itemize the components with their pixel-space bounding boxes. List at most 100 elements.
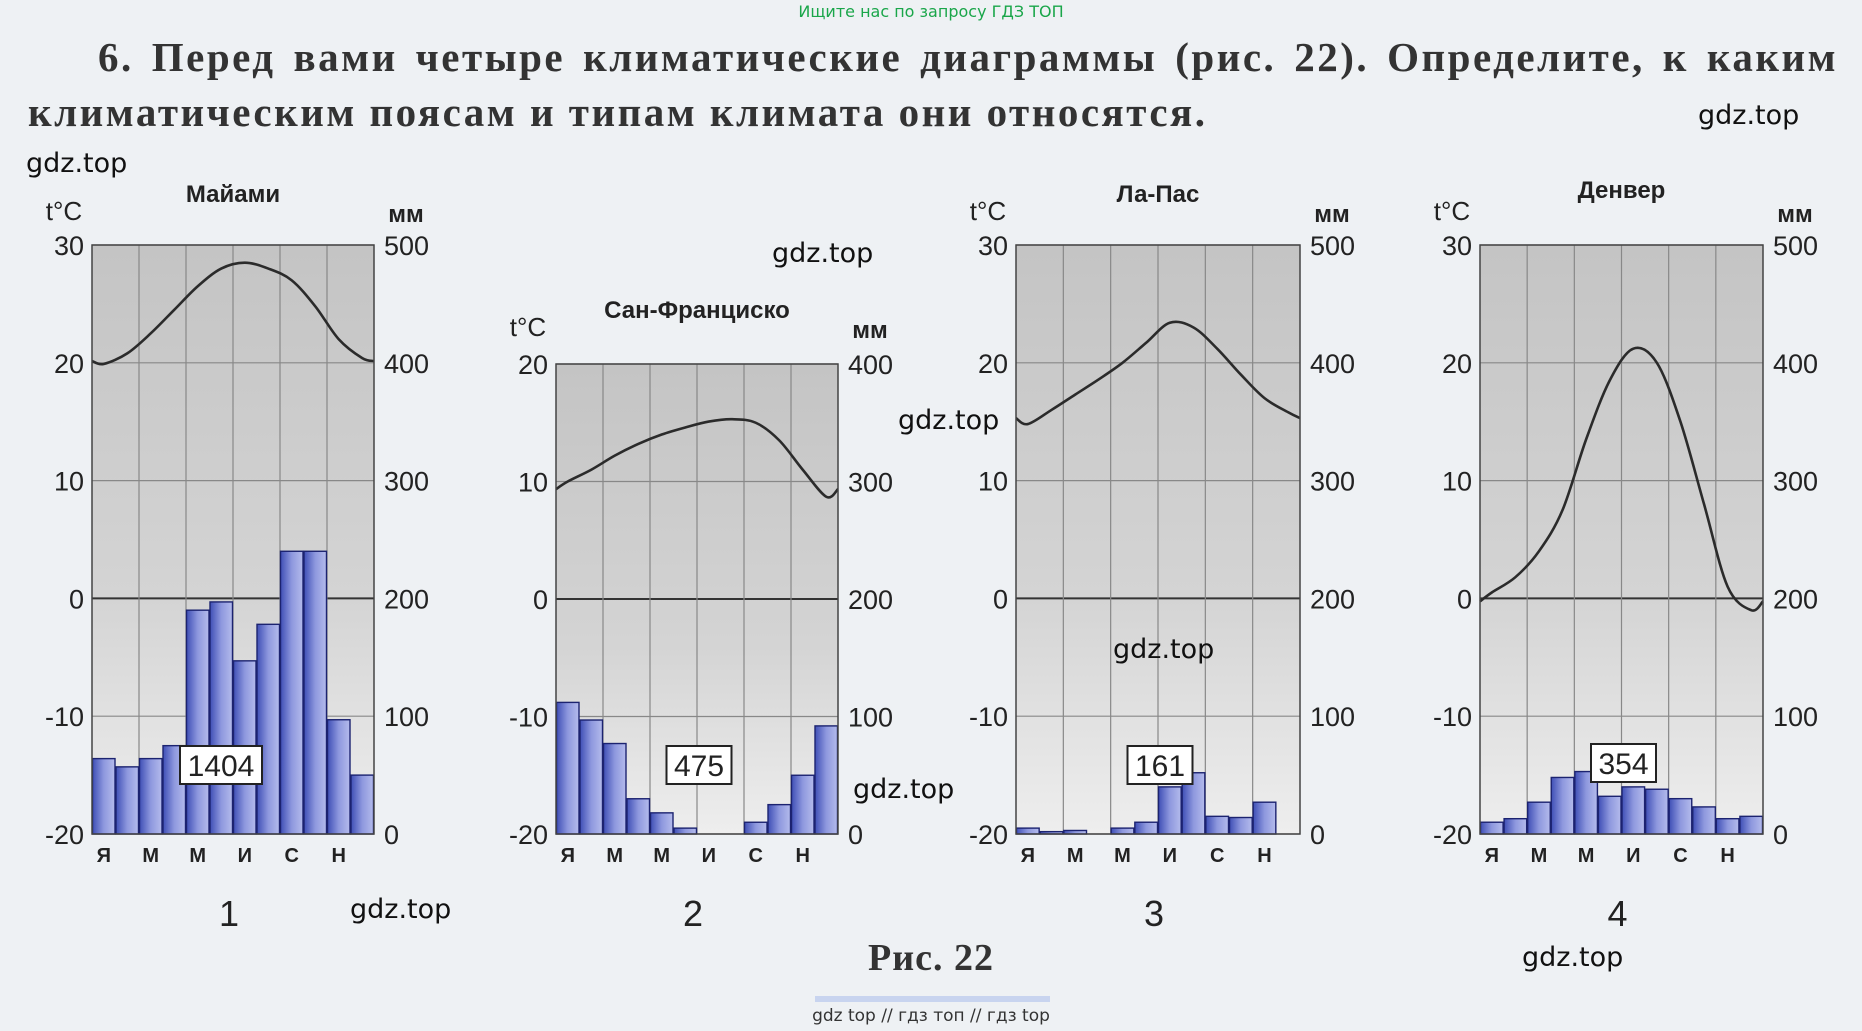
temperature-tick-label: 30 bbox=[978, 231, 1008, 261]
precipitation-axis-label: мм bbox=[852, 317, 888, 344]
task-question: Перед вами четыре климатические диаграмм… bbox=[28, 34, 1839, 135]
diagram-number: 4 bbox=[1607, 893, 1627, 934]
precipitation-bar bbox=[115, 766, 140, 835]
precipitation-bar bbox=[1503, 817, 1528, 835]
month-label: Я bbox=[561, 845, 575, 867]
precipitation-bar bbox=[1550, 776, 1575, 835]
precipitation-bar bbox=[1228, 816, 1253, 835]
precipitation-tick-label: 100 bbox=[848, 703, 893, 733]
month-label: Н bbox=[1257, 845, 1271, 867]
temperature-axis-label: t°C bbox=[46, 196, 82, 226]
temperature-line bbox=[1015, 320, 1301, 426]
month-label: М bbox=[1578, 845, 1595, 867]
precipitation-tick-label: 0 bbox=[1310, 820, 1325, 850]
temperature-tick-label: 0 bbox=[1457, 584, 1472, 614]
precipitation-bar bbox=[1110, 827, 1135, 835]
annual-precipitation-value: 161 bbox=[1135, 750, 1185, 783]
watermark: gdz.top bbox=[898, 405, 1000, 436]
diagram-number: 3 bbox=[1144, 893, 1164, 934]
precipitation-bar bbox=[673, 827, 698, 835]
precipitation-bar bbox=[1668, 797, 1693, 835]
precipitation-bar bbox=[256, 623, 281, 835]
precipitation-tick-label: 100 bbox=[1773, 702, 1818, 732]
figure-caption: Рис. 22 bbox=[868, 937, 994, 979]
month-label: Я bbox=[1485, 845, 1499, 867]
temperature-tick-label: 10 bbox=[54, 467, 84, 497]
plot-frame bbox=[555, 363, 839, 835]
search-hint-link[interactable]: Ищите нас по запросу ГДЗ ТОП bbox=[798, 2, 1064, 21]
month-label: С bbox=[285, 845, 299, 867]
temperature-tick-label: -10 bbox=[509, 703, 548, 733]
month-label: С bbox=[1673, 845, 1687, 867]
annual-precipitation-value: 475 bbox=[674, 750, 724, 783]
temperature-tick-label: -20 bbox=[45, 820, 84, 850]
city-title: Майами bbox=[186, 181, 280, 208]
plot-frame bbox=[1015, 244, 1301, 835]
temperature-line bbox=[555, 417, 839, 499]
precipitation-bar bbox=[91, 757, 116, 835]
month-label: И bbox=[1163, 845, 1177, 867]
precipitation-tick-label: 100 bbox=[1310, 702, 1355, 732]
precipitation-tick-label: 100 bbox=[384, 702, 429, 732]
month-label: Н bbox=[796, 845, 810, 867]
month-label: И bbox=[702, 845, 716, 867]
month-label: И bbox=[1626, 845, 1640, 867]
precipitation-tick-label: 300 bbox=[384, 467, 429, 497]
precipitation-tick-label: 0 bbox=[384, 820, 399, 850]
precipitation-tick-label: 400 bbox=[848, 350, 893, 380]
annual-precipitation-value: 354 bbox=[1598, 748, 1648, 781]
temperature-tick-label: -20 bbox=[969, 820, 1008, 850]
precipitation-bar bbox=[1715, 817, 1740, 835]
month-label: Я bbox=[1021, 845, 1035, 867]
precipitation-bar bbox=[626, 798, 651, 835]
watermark: gdz.top bbox=[1113, 634, 1215, 665]
annual-precipitation-box bbox=[1590, 743, 1657, 783]
precipitation-bar bbox=[303, 550, 328, 835]
temperature-line bbox=[1479, 346, 1764, 612]
footer-links[interactable]: gdz top // гдз топ // гдз top bbox=[812, 1006, 1050, 1026]
temperature-tick-label: 10 bbox=[518, 468, 548, 498]
watermark: gdz.top bbox=[350, 894, 452, 925]
precipitation-bar bbox=[649, 812, 674, 835]
precipitation-bar bbox=[555, 701, 580, 835]
precipitation-bar bbox=[790, 774, 815, 835]
watermark: gdz.top bbox=[772, 238, 874, 269]
month-label: М bbox=[1067, 845, 1084, 867]
precipitation-bar bbox=[1479, 821, 1504, 835]
plot-frame bbox=[1479, 244, 1764, 835]
precipitation-tick-label: 500 bbox=[1773, 231, 1818, 261]
month-label: М bbox=[142, 845, 159, 867]
precipitation-tick-label: 200 bbox=[384, 584, 429, 614]
temperature-tick-label: 20 bbox=[978, 349, 1008, 379]
precipitation-bar bbox=[1205, 815, 1230, 835]
precipitation-axis-label: мм bbox=[1777, 201, 1813, 228]
watermark: gdz.top bbox=[1698, 100, 1800, 131]
precipitation-bar bbox=[767, 803, 792, 835]
precipitation-tick-label: 400 bbox=[1773, 349, 1818, 379]
precipitation-bar bbox=[1621, 786, 1646, 835]
month-label: М bbox=[606, 845, 623, 867]
month-label: М bbox=[189, 845, 206, 867]
precipitation-bar bbox=[326, 719, 351, 835]
month-label: Н bbox=[332, 845, 346, 867]
task-text: 6. Перед вами четыре климатические диагр… bbox=[28, 30, 1838, 140]
temperature-tick-label: -10 bbox=[1433, 702, 1472, 732]
precipitation-tick-label: 400 bbox=[384, 349, 429, 379]
precipitation-tick-label: 0 bbox=[1773, 820, 1788, 850]
month-label: Я bbox=[97, 845, 111, 867]
precipitation-tick-label: 200 bbox=[1773, 584, 1818, 614]
precipitation-bar bbox=[1597, 795, 1622, 835]
precipitation-tick-label: 200 bbox=[1310, 584, 1355, 614]
annual-precipitation-box bbox=[665, 745, 733, 785]
temperature-tick-label: -20 bbox=[509, 820, 548, 850]
temperature-tick-label: -10 bbox=[969, 702, 1008, 732]
task-number: 6. bbox=[98, 34, 134, 80]
watermark: gdz.top bbox=[853, 774, 955, 805]
precipitation-bar bbox=[185, 609, 210, 835]
temperature-tick-label: 30 bbox=[1442, 231, 1472, 261]
precipitation-bar bbox=[1252, 801, 1277, 835]
annual-precipitation-value: 1404 bbox=[188, 750, 255, 783]
temperature-tick-label: 0 bbox=[993, 584, 1008, 614]
watermark: gdz.top bbox=[26, 148, 128, 179]
